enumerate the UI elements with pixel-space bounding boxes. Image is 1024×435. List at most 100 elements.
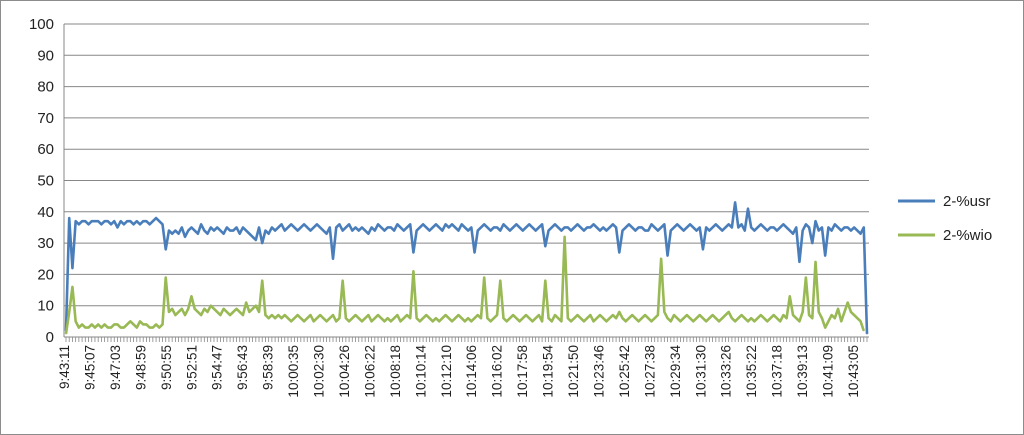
- data-point: [174, 229, 176, 232]
- series-points-wio: [65, 236, 865, 335]
- data-point: [287, 226, 289, 229]
- x-tick-label: 10:10:14: [413, 345, 428, 398]
- data-point: [78, 223, 80, 225]
- x-tick-label: 10:16:02: [490, 345, 505, 398]
- data-point: [177, 233, 180, 235]
- data-point: [303, 320, 305, 322]
- data-point: [174, 314, 176, 316]
- data-point: [496, 226, 498, 229]
- y-tick-label: 90: [37, 47, 54, 64]
- data-point: [859, 233, 862, 235]
- data-point: [760, 314, 762, 316]
- data-point: [486, 226, 489, 229]
- data-point: [654, 226, 656, 229]
- data-point: [766, 320, 768, 322]
- data-point: [490, 320, 492, 322]
- data-point: [518, 226, 521, 229]
- x-tick-label: 10:35:22: [744, 345, 759, 398]
- data-point: [390, 226, 392, 229]
- data-point: [567, 226, 569, 229]
- data-point: [708, 317, 710, 319]
- data-point: [814, 261, 817, 263]
- data-point: [100, 327, 102, 329]
- data-point: [87, 223, 90, 225]
- data-point: [126, 323, 128, 326]
- data-point: [187, 229, 189, 232]
- data-point: [847, 226, 849, 229]
- data-point: [859, 320, 862, 322]
- data-point: [650, 320, 653, 322]
- data-point: [708, 229, 710, 232]
- data-point: [87, 327, 90, 329]
- series-line-wio: [64, 235, 866, 335]
- data-point: [255, 239, 257, 241]
- data-point: [564, 226, 566, 229]
- data-point: [280, 317, 283, 319]
- data-point: [213, 308, 215, 310]
- gridlines: [64, 23, 869, 307]
- data-point: [165, 248, 167, 250]
- data-point: [734, 320, 736, 322]
- data-point: [615, 226, 617, 229]
- x-tick-label: 10:08:18: [388, 345, 403, 398]
- data-point: [554, 314, 556, 316]
- data-point: [679, 320, 682, 322]
- data-point: [853, 314, 855, 316]
- data-point: [354, 226, 357, 229]
- data-point: [168, 311, 170, 313]
- x-tick-label: 9:58:39: [261, 345, 276, 390]
- data-point: [618, 251, 620, 254]
- data-point: [129, 220, 131, 222]
- data-point: [226, 226, 228, 229]
- data-point: [615, 317, 617, 319]
- data-point: [91, 220, 93, 222]
- data-point: [251, 236, 254, 238]
- data-point: [419, 226, 421, 229]
- data-point: [702, 248, 704, 250]
- data-point: [628, 223, 630, 225]
- data-point: [766, 229, 768, 232]
- data-point: [129, 320, 131, 322]
- data-point: [509, 317, 511, 319]
- y-tick-label: 60: [37, 141, 54, 158]
- data-point: [728, 311, 730, 313]
- data-point: [773, 226, 775, 229]
- data-point: [226, 311, 228, 313]
- data-point: [297, 229, 299, 232]
- data-point: [139, 320, 141, 322]
- data-point: [444, 223, 447, 225]
- data-point: [438, 320, 440, 322]
- data-point: [576, 314, 579, 316]
- data-point: [271, 314, 273, 316]
- data-point: [374, 229, 376, 232]
- data-point: [490, 229, 492, 232]
- data-point: [718, 320, 720, 322]
- data-point: [206, 233, 209, 235]
- data-point: [473, 251, 476, 254]
- data-point: [757, 317, 759, 319]
- data-point: [409, 223, 411, 225]
- legend: 2-%usr 2-%wio: [898, 193, 992, 244]
- data-point: [448, 317, 450, 319]
- x-tick-label: 10:27:38: [642, 345, 657, 398]
- data-point: [776, 317, 778, 319]
- data-point: [769, 317, 772, 319]
- data-point: [377, 314, 379, 316]
- data-point: [647, 317, 649, 319]
- data-point: [715, 223, 717, 225]
- data-point: [161, 323, 164, 326]
- data-point: [258, 226, 260, 229]
- data-point: [705, 320, 707, 322]
- data-point: [235, 308, 238, 310]
- data-point: [473, 317, 476, 319]
- data-point: [364, 317, 366, 319]
- data-point: [261, 242, 263, 244]
- data-point: [840, 320, 842, 322]
- data-point: [206, 311, 209, 313]
- data-point: [586, 226, 588, 229]
- data-point: [570, 229, 572, 232]
- data-point: [776, 229, 778, 232]
- data-point: [342, 229, 344, 232]
- data-point: [628, 317, 630, 319]
- data-point: [335, 226, 337, 229]
